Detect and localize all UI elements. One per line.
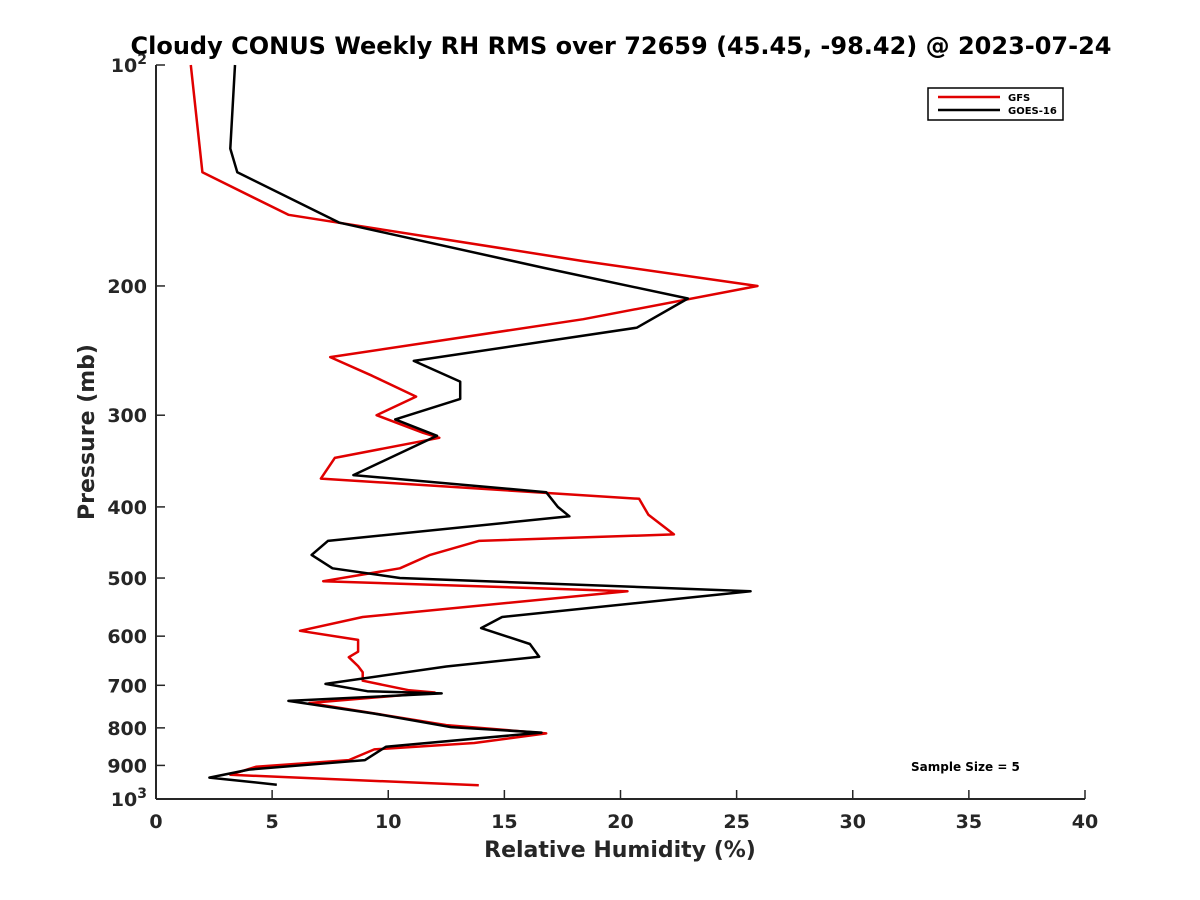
- x-tick-label: 40: [1072, 811, 1098, 833]
- x-tick-label: 15: [491, 811, 517, 833]
- x-axis-label: Relative Humidity (%): [484, 838, 756, 863]
- series-line-gfs: [189, 64, 759, 787]
- y-tick-label: 102: [111, 52, 147, 77]
- x-tick-label: 30: [840, 811, 866, 833]
- y-tick-label: 800: [107, 718, 147, 740]
- x-tick-label: 35: [956, 811, 982, 833]
- y-tick-label: 900: [107, 755, 147, 777]
- y-tick-label: 700: [107, 675, 147, 697]
- x-tick-label: 10: [375, 811, 401, 833]
- y-tick-label: 400: [107, 497, 147, 519]
- y-tick-label: 200: [107, 276, 147, 298]
- y-axis-label: Pressure (mb): [75, 344, 100, 520]
- x-tick-label: 5: [266, 811, 279, 833]
- x-tick-label: 25: [723, 811, 749, 833]
- chart-title: Cloudy CONUS Weekly RH RMS over 72659 (4…: [131, 32, 1112, 60]
- x-axis-ticks: 0 5 10 15 20 25 30 35 40: [149, 790, 1098, 833]
- series-line-goes16: [208, 64, 752, 786]
- series-layer: [189, 64, 759, 787]
- y-tick-label: 500: [107, 568, 147, 590]
- x-tick-label: 0: [149, 811, 162, 833]
- legend-box: [927, 87, 1064, 121]
- legend-label-gfs: GFS: [1008, 93, 1030, 104]
- y-tick-label: 600: [107, 626, 147, 648]
- x-tick-label: 20: [607, 811, 633, 833]
- y-tick-label: 300: [107, 405, 147, 427]
- legend-label-goes16: GOES-16: [1008, 106, 1057, 117]
- legend: GFS GOES-16: [927, 87, 1064, 121]
- sample-size-annotation: Sample Size = 5: [911, 760, 1020, 774]
